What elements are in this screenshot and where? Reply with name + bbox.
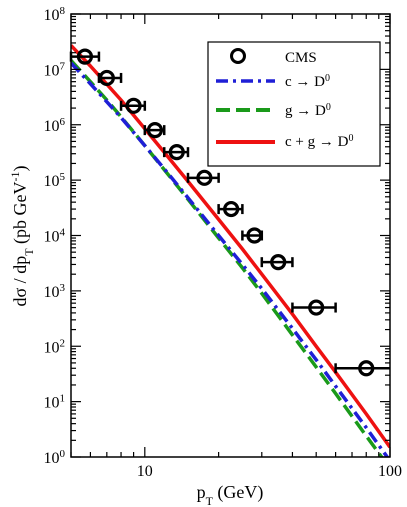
data-point	[358, 360, 375, 377]
legend-label-g-to-d0: g → D0	[285, 102, 331, 120]
series-line-3	[71, 44, 390, 449]
tick-labels-layer: 10 100 100 101 102 103 104 105 106 107 108	[44, 5, 403, 480]
legend-entry-g-to-d0: g → D0	[216, 102, 331, 120]
y-tick-label: 106	[44, 116, 66, 135]
y-tick-label: 101	[44, 393, 66, 412]
y-tick-label: 105	[44, 171, 66, 190]
data-point	[196, 169, 213, 186]
legend-entry-cms: CMS	[230, 48, 317, 66]
legend: CMS c → D0 g → D0 c + g → D0	[207, 41, 381, 167]
data-point	[125, 97, 142, 114]
x-tick-label: 10	[137, 463, 153, 480]
data-point	[270, 254, 287, 271]
y-tick-label: 102	[44, 337, 66, 356]
legend-label-cms: CMS	[285, 50, 317, 66]
data-point	[223, 200, 240, 218]
legend-entry-c-to-d0: c → D0	[216, 73, 330, 91]
ticks-layer	[70, 13, 391, 458]
data-point	[308, 299, 325, 316]
legend-label-c-plus-g-to-d0: c + g → D0	[285, 133, 353, 151]
data-point	[98, 69, 115, 87]
legend-entry-c-plus-g-to-d0: c + g → D0	[216, 133, 353, 151]
legend-label-c-to-d0: c → D0	[285, 73, 330, 91]
data-point	[146, 122, 164, 139]
y-tick-label: 104	[44, 227, 66, 246]
y-tick-label: 107	[44, 60, 66, 79]
x-tick-label: 100	[378, 463, 402, 480]
data-point	[246, 227, 263, 244]
series-line-1	[71, 61, 390, 457]
data-point	[76, 48, 94, 65]
x-axis-label: pT (GeV)	[197, 482, 264, 507]
legend-marker-circle	[230, 48, 246, 64]
curves-layer	[71, 44, 390, 457]
data-points-layer	[69, 48, 390, 377]
y-tick-label: 103	[44, 282, 66, 301]
y-tick-label: 100	[44, 448, 66, 467]
legend-box	[207, 41, 381, 167]
y-tick-label: 108	[44, 5, 66, 24]
y-axis-label: dσ / dpT (pb GeV-1)	[8, 165, 36, 306]
data-point	[168, 144, 185, 161]
